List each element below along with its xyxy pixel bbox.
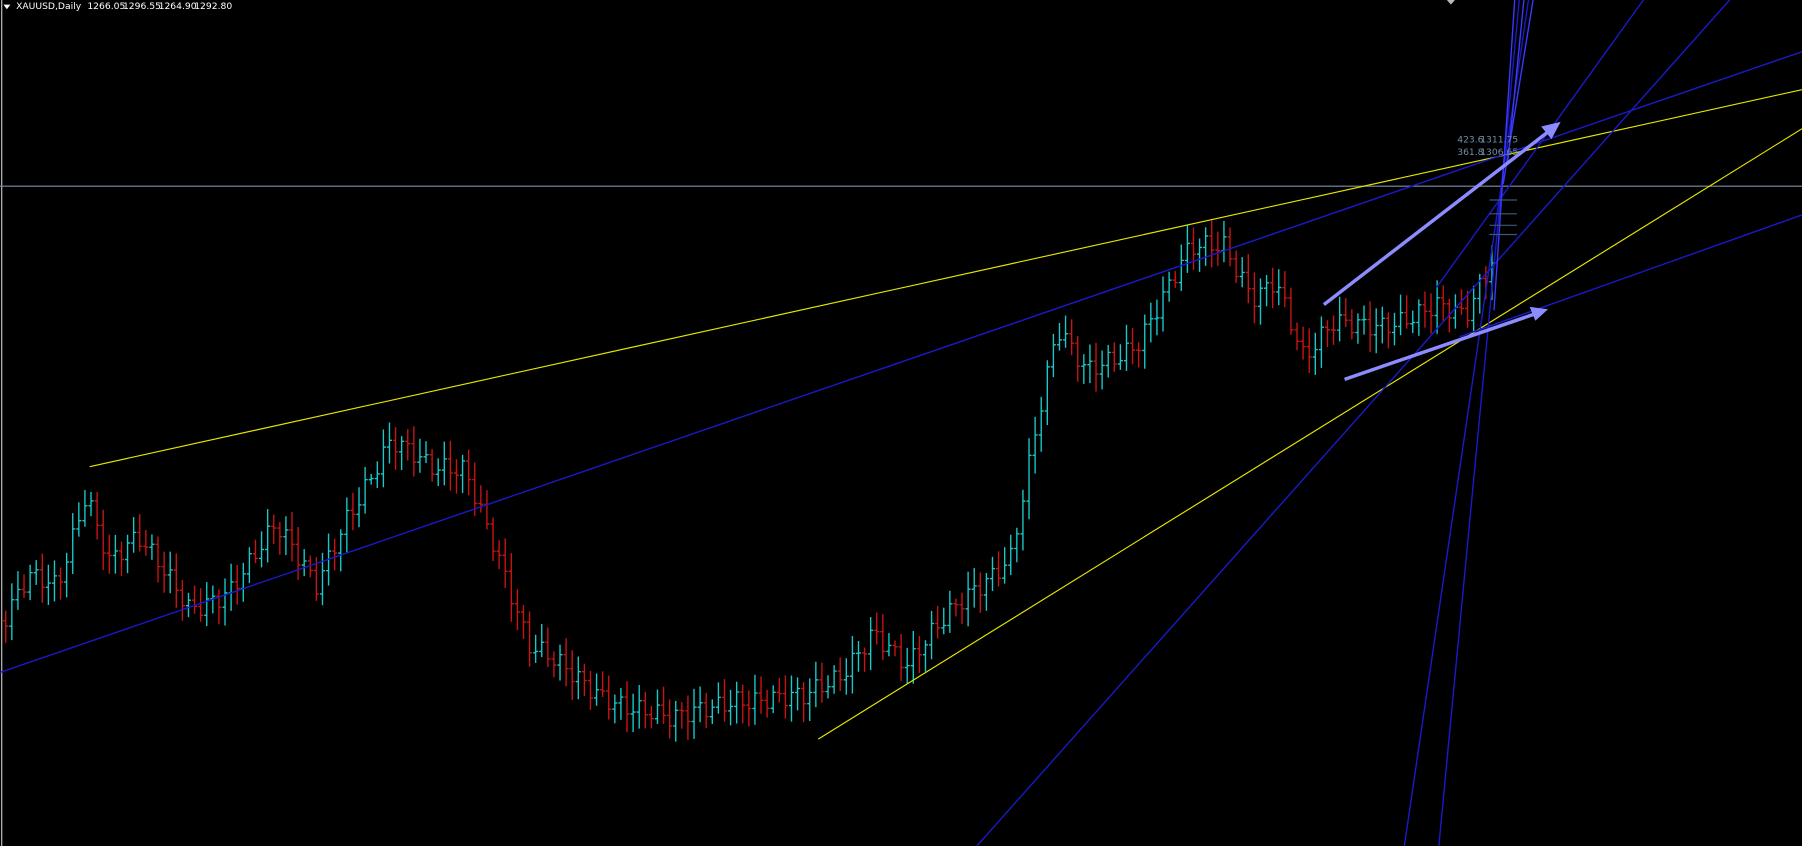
close-price: 1292.80 — [194, 1, 232, 12]
fibo-price: 1311.75 — [1480, 135, 1518, 146]
arrow-head — [1529, 306, 1549, 321]
fibo-grid — [1489, 199, 1517, 236]
trend-line — [1435, 0, 1644, 288]
high-price: 1296.55 — [123, 1, 161, 12]
symbol: XAUUSD,Daily — [16, 1, 82, 12]
fan-line — [1493, 0, 1516, 311]
dropdown-icon — [3, 4, 11, 10]
trend-line — [817, 128, 1802, 740]
arrow-head — [1541, 121, 1561, 140]
low-price: 1264.90 — [159, 1, 197, 12]
fibo-labels: 423.6 1311.75 361.8 1306.65 — [1457, 135, 1518, 159]
fan-line — [1507, 0, 1525, 161]
fibo-price: 1306.65 — [1480, 147, 1518, 158]
header: XAUUSD,Daily 1266.05 1296.55 1264.90 129… — [3, 1, 232, 12]
arrows — [1322, 121, 1561, 381]
fibo-level: 423.6 — [1457, 135, 1483, 146]
marker — [1446, 0, 1455, 5]
open-price: 1266.05 — [87, 1, 125, 12]
arrow — [1344, 312, 1536, 381]
trend-line — [0, 51, 1802, 674]
trend-line — [89, 89, 1802, 468]
fibo-level: 361.8 — [1457, 147, 1483, 158]
fan-line — [1403, 0, 1530, 846]
arrow — [1322, 129, 1551, 306]
trend-line — [976, 0, 1731, 846]
price-bars — [3, 220, 1495, 742]
trend-line — [1459, 214, 1802, 338]
